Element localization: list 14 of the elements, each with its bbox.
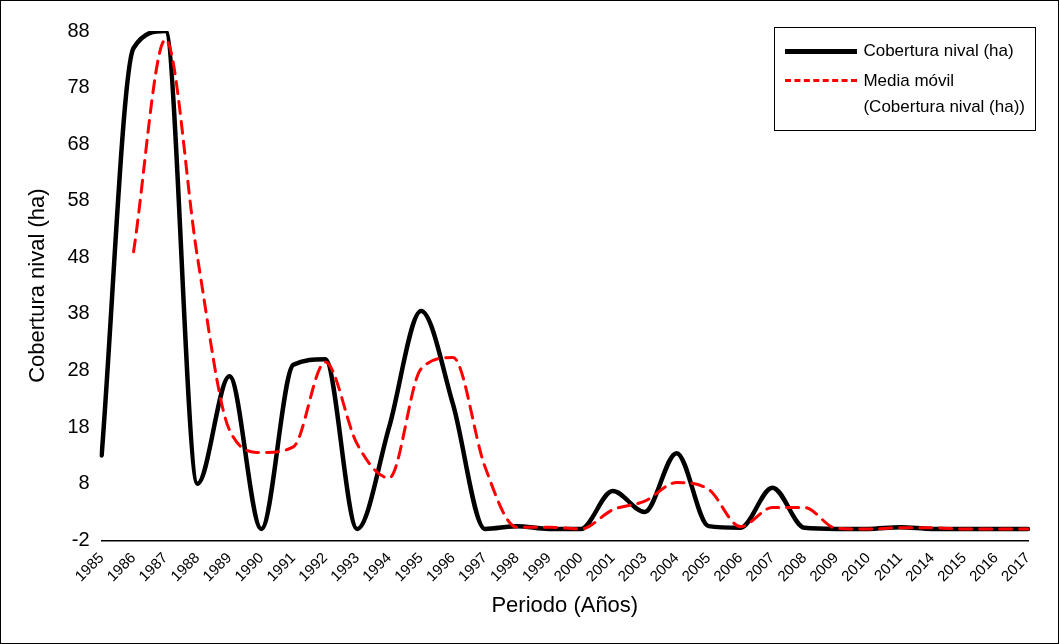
y-tick-label: 68: [67, 131, 90, 154]
y-tick-label: 48: [67, 244, 90, 267]
legend-label: Media móvil (Cobertura nival (ha)): [863, 70, 1025, 118]
y-tick-label: -2: [71, 527, 90, 550]
y-tick-label: 58: [67, 188, 90, 211]
y-tick-label: 38: [67, 301, 90, 324]
y-tick-label: 18: [67, 414, 90, 437]
x-axis-title: Periodo (Años): [491, 591, 639, 617]
legend-label: Cobertura nival (ha): [863, 40, 1014, 62]
y-tick-label: 88: [67, 18, 90, 41]
y-tick-label: 28: [67, 358, 90, 381]
y-tick-label: 8: [78, 471, 90, 494]
y-tick-label: 78: [67, 75, 90, 98]
y-axis-title: Cobertura nival (ha): [24, 188, 50, 383]
